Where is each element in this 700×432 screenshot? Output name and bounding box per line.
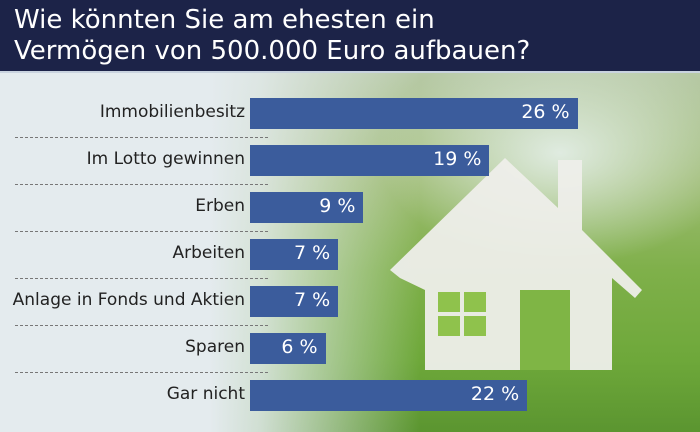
- data-label: 26 %: [521, 101, 570, 123]
- category-label: Erben: [195, 196, 245, 216]
- bar: 22 %: [250, 380, 528, 411]
- bar: 19 %: [250, 145, 490, 176]
- data-label: 19 %: [433, 148, 482, 170]
- bar: 7 %: [250, 239, 339, 270]
- bar: 6 %: [250, 333, 326, 364]
- title-line-2: Vermögen von 500.000 Euro aufbauen?: [14, 36, 531, 66]
- row-separator: [15, 184, 268, 185]
- title-line-1: Wie könnten Sie am ehesten ein: [14, 5, 435, 35]
- row-separator: [15, 325, 268, 326]
- row-separator: [15, 278, 268, 279]
- bar: 9 %: [250, 192, 364, 223]
- bar: 26 %: [250, 98, 578, 129]
- data-label: 6 %: [281, 336, 318, 358]
- data-label: 9 %: [319, 195, 356, 217]
- data-label: 7 %: [294, 242, 331, 264]
- category-label: Anlage in Fonds und Aktien: [12, 290, 245, 310]
- paper-house-image: [390, 158, 642, 370]
- data-label: 22 %: [470, 383, 520, 405]
- category-label: Gar nicht: [166, 384, 245, 404]
- category-label: Sparen: [185, 337, 245, 357]
- chart-title: Wie könnten Sie am ehesten ein Vermögen …: [0, 0, 700, 73]
- row-separator: [15, 231, 268, 232]
- bar: 7 %: [250, 286, 339, 317]
- row-separator: [15, 372, 268, 373]
- category-label: Im Lotto gewinnen: [86, 149, 245, 169]
- category-label: Immobilienbesitz: [99, 102, 245, 122]
- data-label: 7 %: [294, 289, 331, 311]
- category-label: Arbeiten: [172, 243, 246, 263]
- row-separator: [15, 137, 268, 138]
